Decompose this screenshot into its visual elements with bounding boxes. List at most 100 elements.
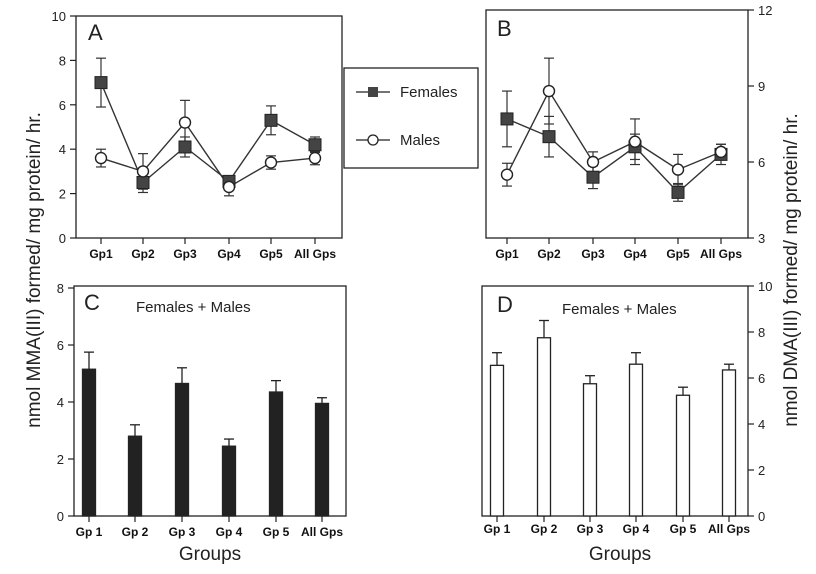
- panel-d-xtick-label-gp3: Gp 3: [577, 522, 604, 536]
- panel-d-bar-all-gps: [721, 369, 737, 517]
- panel-d-xtick-label-all-gps: All Gps: [708, 522, 750, 536]
- panel-b-xtick-label-all-gps: All Gps: [700, 247, 742, 261]
- panel-c-bar-all-gps: [314, 402, 330, 517]
- panel-a-ytick-label-3: 6: [59, 98, 66, 113]
- panel-b-letter: B: [497, 16, 512, 41]
- panel-c-y-ticks: 0 2 4 6 8: [57, 281, 74, 524]
- panel-d-ytick-label-0: 0: [758, 509, 765, 524]
- panel-b-males-point-gp3: [586, 155, 600, 169]
- panel-b-xtick-label-gp5: Gp5: [666, 247, 690, 261]
- panel-a-letter: A: [88, 20, 103, 45]
- panel-c-ytick-label-1: 2: [57, 452, 64, 467]
- panel-d-ytick-label-5: 10: [758, 279, 772, 294]
- panel-d-ytick-label-4: 8: [758, 325, 765, 340]
- panel-c-xtick-label-gp3: Gp 3: [169, 525, 196, 539]
- panel-a-series: [94, 57, 322, 197]
- panel-a-females-point-gp2: [136, 176, 150, 189]
- panel-c-subtitle: Females + Males: [136, 299, 251, 316]
- panel-d-ytick-label-2: 4: [758, 417, 765, 432]
- legend-box: [343, 67, 479, 169]
- panel-a-y-ticks: 0 2 4 6 8 10: [52, 9, 76, 246]
- panel-c-xtick-label-gp4: Gp 4: [216, 525, 243, 539]
- legend-females-marker: [368, 87, 378, 97]
- panel-a-xtick-label-gp5: Gp5: [259, 247, 283, 261]
- panel-d-frame: [481, 285, 749, 517]
- panel-a-females-point-all-gps: [308, 138, 322, 152]
- panel-d-ytick-label-1: 2: [758, 463, 765, 478]
- x-axis-label-d: Groups: [589, 544, 651, 565]
- panel-d-xtick-label-gp4: Gp 4: [623, 522, 650, 536]
- panel-c-xtick-label-gp5: Gp 5: [263, 525, 290, 539]
- panel-c-bars: [81, 351, 330, 517]
- panel-b-series: [500, 57, 728, 202]
- panel-a-females-point-gp3: [178, 140, 192, 154]
- panel-d-bars: [489, 319, 737, 517]
- panel-c-plot: C Females + Males 0 2 4 6 8 Gp 1 Gp 2 Gp 3 Gp 4…: [57, 281, 347, 539]
- panel-a-males-point-gp3: [178, 116, 192, 129]
- panel-b-females-point-gp5: [671, 185, 685, 199]
- panel-d-ytick-label-3: 6: [758, 371, 765, 386]
- panel-d-xtick-label-gp1: Gp 1: [484, 522, 511, 536]
- panel-c-ytick-label-4: 8: [57, 281, 64, 296]
- panel-a-males-point-gp4: [222, 180, 236, 194]
- panel-a-males-point-gp2: [136, 165, 150, 178]
- legend: Females Males: [343, 67, 479, 169]
- panel-a-ytick-label-4: 8: [59, 53, 66, 68]
- panel-b-ytick-label-1: 6: [758, 155, 765, 170]
- panel-d-letter: D: [497, 292, 513, 317]
- panel-a-females-point-gp1: [94, 76, 108, 90]
- panel-b-ytick-label-2: 9: [758, 79, 765, 94]
- panel-b-females-point-gp1: [500, 112, 514, 126]
- panel-b-males-point-gp5: [671, 163, 685, 176]
- panel-c-x-ticks: Gp 1 Gp 2 Gp 3 Gp 4 Gp 5 All Gps: [76, 516, 343, 539]
- panel-c-bar-gp4: [221, 445, 237, 517]
- panel-c-bar-gp3: [174, 382, 190, 517]
- panel-c-frame: [73, 285, 347, 517]
- panel-a-xtick-label-gp3: Gp3: [173, 247, 197, 261]
- panel-c-bar-gp5: [268, 391, 284, 517]
- panel-b-xtick-label-gp3: Gp3: [581, 247, 605, 261]
- panel-b-plot: B 3 6 9 12 Gp1 Gp2 Gp3 Gp4 Gp5 All Gps: [485, 3, 772, 261]
- panel-a-ytick-label-2: 4: [59, 142, 66, 157]
- panel-b-females-line: [506, 118, 722, 194]
- panel-a-ytick-label-1: 2: [59, 187, 66, 202]
- panel-b-males-point-gp4: [628, 135, 642, 148]
- panel-a-males-point-gp5: [264, 156, 278, 169]
- panel-c-xtick-label-gp2: Gp 2: [122, 525, 149, 539]
- panel-a-males-point-all-gps: [308, 151, 322, 165]
- panel-b-xtick-label-gp2: Gp2: [537, 247, 561, 261]
- panel-c-xtick-label-gp1: Gp 1: [76, 525, 103, 539]
- panel-b-ytick-label-0: 3: [758, 231, 765, 246]
- panel-d-xtick-label-gp2: Gp 2: [531, 522, 558, 536]
- panel-a-males-line: [100, 121, 316, 188]
- panel-a-plot: A 0 2 4 6 8 10 Gp1 Gp2 Gp3 Gp4 Gp5 All Gps: [52, 9, 343, 261]
- panel-b-females-point-gp3: [586, 170, 600, 184]
- panel-a-females-line: [100, 82, 316, 184]
- panel-d-xtick-label-gp5: Gp 5: [670, 522, 697, 536]
- panel-a-males-point-gp1: [94, 151, 108, 165]
- panel-b-y-ticks: 3 6 9 12: [748, 3, 772, 246]
- panel-b-males-point-gp2: [542, 84, 556, 98]
- panel-a-females-point-gp5: [264, 113, 278, 127]
- x-axis-label-c: Groups: [179, 544, 241, 565]
- legend-females-label: Females: [400, 84, 458, 101]
- panel-a-xtick-label-gp2: Gp2: [131, 247, 155, 261]
- panel-b-males-point-gp1: [500, 168, 514, 181]
- panel-b-xtick-label-gp1: Gp1: [495, 247, 519, 261]
- panel-a-xtick-label-gp1: Gp1: [89, 247, 113, 261]
- panel-b-females-point-gp2: [542, 130, 556, 144]
- panel-a-ytick-label-0: 0: [59, 231, 66, 246]
- panel-c-ytick-label-0: 0: [57, 509, 64, 524]
- panel-d-bar-gp4: [628, 363, 644, 517]
- panel-d-bar-gp3: [582, 383, 598, 517]
- panel-c-letter: C: [84, 290, 100, 315]
- legend-males-label: Males: [400, 132, 440, 149]
- panel-a-ytick-label-5: 10: [52, 9, 66, 24]
- panel-b-frame: [485, 9, 749, 239]
- y-axis-label-right: nmol DMA(III) formed/ mg protein/ hr.: [781, 113, 802, 427]
- panel-d-subtitle: Females + Males: [562, 301, 677, 318]
- panel-d-x-ticks: Gp 1 Gp 2 Gp 3 Gp 4 Gp 5 All Gps: [484, 516, 750, 536]
- panel-c-ytick-label-3: 6: [57, 338, 64, 353]
